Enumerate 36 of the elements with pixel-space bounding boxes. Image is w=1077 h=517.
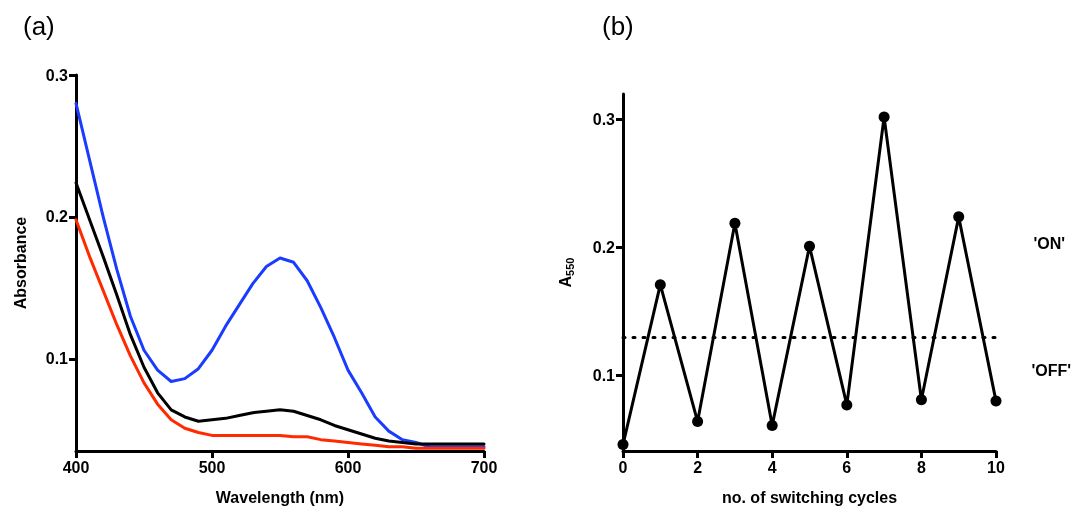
y-axis-title: Absorbance	[11, 216, 29, 310]
line-series	[74, 101, 486, 449]
y-tick-label: 0.2	[592, 239, 616, 257]
y-tick-label: 0.3	[45, 66, 69, 84]
x-tick-label: 400	[62, 458, 90, 476]
x-tick-label: 700	[470, 458, 498, 476]
x-tick-label: 6	[842, 458, 852, 476]
x-tick-label: 0	[618, 458, 628, 476]
x-axis-title: Wavelength (nm)	[215, 488, 345, 506]
point	[953, 211, 965, 223]
point	[915, 394, 927, 406]
x-tick-label: 600	[334, 458, 362, 476]
text: 'OFF'	[1031, 361, 1072, 379]
text: 'ON'	[1033, 234, 1065, 252]
point	[804, 240, 815, 252]
point	[878, 111, 890, 123]
y-axis-title: A550	[557, 257, 576, 288]
y-tick-label: 0.1	[45, 350, 69, 368]
x-tick-label: 10	[987, 458, 1005, 476]
point	[990, 395, 1002, 407]
y-tick-label: 0.2	[45, 208, 69, 226]
point	[654, 279, 666, 291]
x-tick-label: 4	[767, 458, 777, 476]
y-tick-label: 0.1	[592, 367, 616, 385]
point	[841, 399, 853, 411]
x-tick-label: 8	[916, 458, 926, 476]
y-tick-label: 0.3	[592, 111, 616, 129]
chart-title: (b)	[602, 11, 634, 41]
point	[766, 419, 778, 431]
point	[617, 439, 629, 451]
point	[692, 416, 704, 428]
point	[729, 217, 741, 229]
x-tick-label: 2	[693, 458, 703, 476]
x-axis-title: no. of switching cycles	[721, 488, 898, 506]
x-tick-label: 500	[198, 458, 226, 476]
chart-title: (a)	[23, 11, 55, 41]
